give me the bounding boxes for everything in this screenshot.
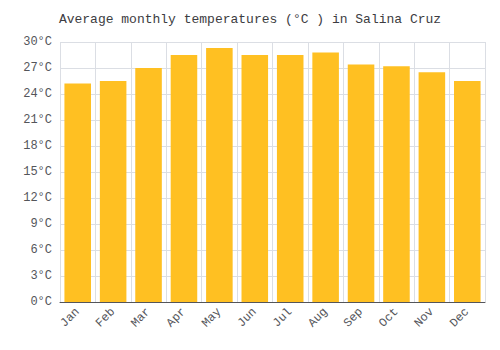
svg-text:6°C: 6°C [30,243,52,257]
svg-text:24°C: 24°C [23,87,52,101]
svg-text:12°C: 12°C [23,191,52,205]
svg-text:Apr: Apr [164,305,189,330]
svg-text:30°C: 30°C [23,35,52,49]
svg-text:21°C: 21°C [23,113,52,127]
svg-text:Feb: Feb [93,305,118,330]
svg-text:Sep: Sep [341,305,366,330]
svg-text:Aug: Aug [305,305,330,330]
svg-text:Dec: Dec [447,305,472,330]
svg-text:Nov: Nov [412,305,437,330]
svg-text:May: May [199,305,224,330]
svg-text:Jul: Jul [270,305,295,330]
svg-text:Mar: Mar [128,305,153,330]
svg-text:Average monthly temperatures (: Average monthly temperatures (°C ) in Sa… [59,12,441,27]
svg-text:0°C: 0°C [30,295,52,309]
svg-text:Oct: Oct [376,305,401,330]
svg-text:Jan: Jan [58,305,83,330]
svg-text:15°C: 15°C [23,165,52,179]
svg-text:3°C: 3°C [30,269,52,283]
svg-text:18°C: 18°C [23,139,52,153]
svg-text:27°C: 27°C [23,61,52,75]
svg-text:9°C: 9°C [30,217,52,231]
svg-text:Jun: Jun [235,305,260,330]
